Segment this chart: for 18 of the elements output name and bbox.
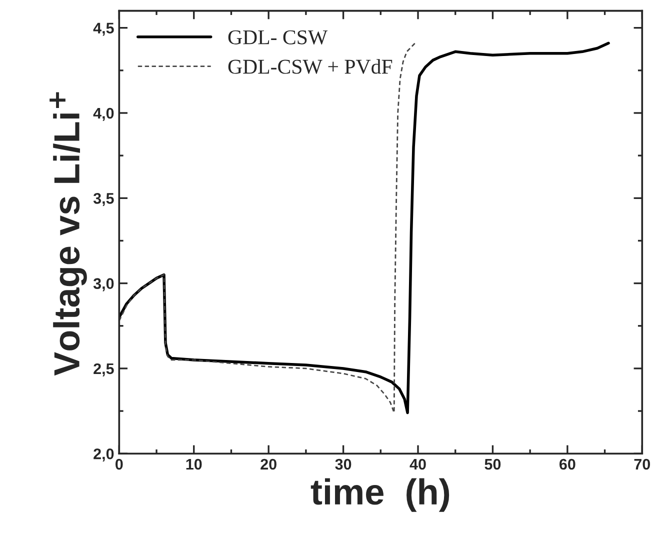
x-tick-label: 70 xyxy=(634,458,650,470)
y-tick-label: 3,5 xyxy=(93,193,114,206)
y-tick-label: 4,0 xyxy=(93,108,114,121)
x-tick-label: 50 xyxy=(484,458,501,470)
y-tick-label: 2,5 xyxy=(94,363,114,376)
x-tick-label: 40 xyxy=(410,458,426,470)
y-axis-title: Voltage vs Li/Li$^{+}$ xyxy=(50,92,87,376)
x-axis-title: time (h) xyxy=(310,478,450,512)
x-tick-label: 30 xyxy=(335,458,352,470)
y-tick-label: 3,0 xyxy=(93,278,114,292)
x-tick-label: 0 xyxy=(116,458,123,470)
y-tick-label: 4,5 xyxy=(93,22,114,36)
y-tick-label: 2,0 xyxy=(94,448,114,462)
legend-label: GDL- CSW xyxy=(228,30,328,44)
legend-label: GDL-CSW + PVdF xyxy=(228,59,392,74)
x-tick-label: 10 xyxy=(186,458,202,470)
x-tick-label: 20 xyxy=(260,458,276,470)
x-tick-label: 60 xyxy=(559,458,576,470)
